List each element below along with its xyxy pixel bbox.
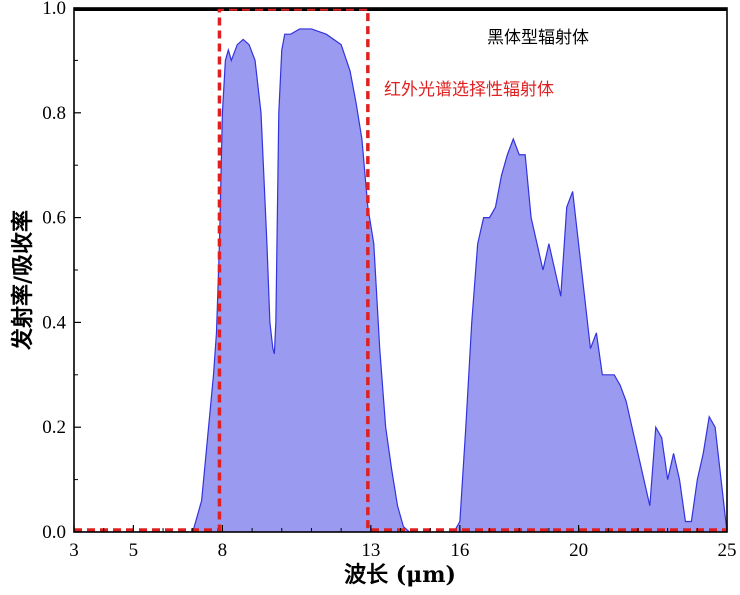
y-tick-label: 0.2 [42,417,66,438]
emission-area [74,28,727,532]
y-tick-label: 0.0 [42,522,66,543]
axis-layer: 3 5 8 13 16 20 25 0.0 0.2 0.4 0.6 0.8 1.0 [42,0,736,561]
x-tick-label: 5 [129,540,139,561]
x-tick-label: 25 [718,540,737,561]
legend-blackbody-label: 黑体型辐射体 [487,28,589,48]
y-tick-label: 0.6 [42,208,66,229]
legend-selective-label: 红外光谱选择性辐射体 [384,80,554,100]
x-tick-label: 20 [569,540,588,561]
y-tick-label: 0.8 [42,103,66,124]
series-layer [74,8,727,532]
x-axis-title: 波长 (μm) [344,562,456,588]
y-tick-label: 0.4 [42,312,66,333]
y-axis-title: 发射率/吸收率 [10,210,36,351]
x-tick-label: 3 [69,540,79,561]
emission-line [74,28,727,532]
y-tick-label: 1.0 [42,0,66,19]
label-layer: 黑体型辐射体 红外光谱选择性辐射体 波长 (μm) 发射率/吸收率 [10,28,589,588]
x-tick-label: 13 [361,540,380,561]
selective-line [74,8,727,532]
x-tick-label: 16 [450,540,469,561]
x-tick-label: 8 [218,540,228,561]
